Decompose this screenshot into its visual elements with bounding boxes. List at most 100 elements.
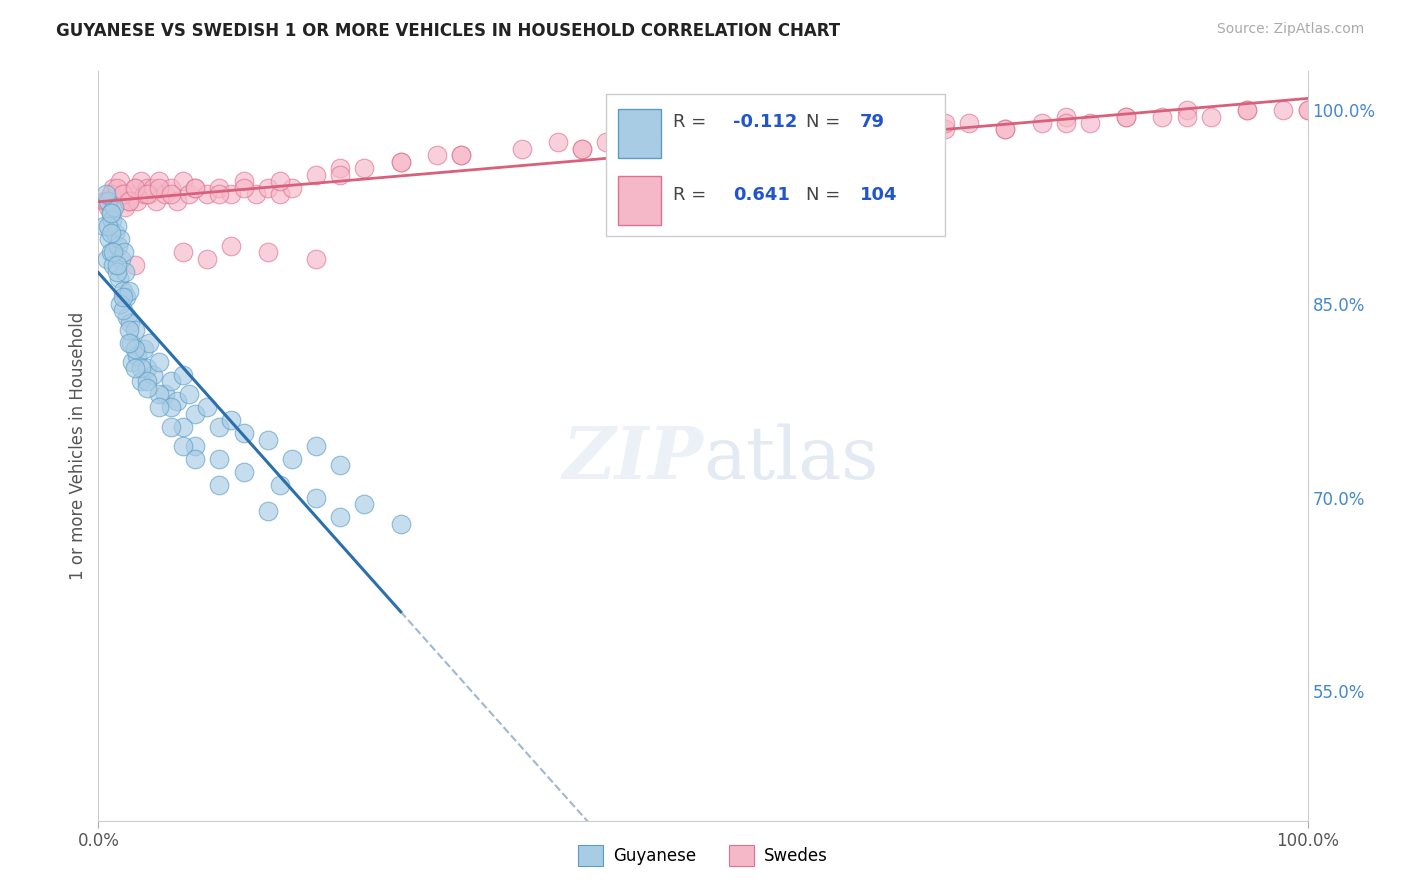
Point <box>668 128 690 143</box>
Point <box>692 128 714 143</box>
Point <box>166 194 188 208</box>
Point <box>134 342 156 356</box>
Point <box>127 349 149 363</box>
Legend: Guyanese, Swedes: Guyanese, Swedes <box>571 838 835 872</box>
Point <box>93 219 115 234</box>
Point <box>160 401 183 415</box>
Point <box>221 239 243 253</box>
Point <box>389 516 412 531</box>
Point <box>934 122 956 136</box>
Point <box>571 142 593 156</box>
Point <box>184 451 207 466</box>
Point <box>184 180 207 194</box>
Point <box>124 180 146 194</box>
Point <box>245 187 267 202</box>
Text: R =: R = <box>672 113 711 131</box>
Point <box>1236 103 1258 117</box>
Point <box>305 252 328 266</box>
Point <box>160 187 183 202</box>
Point <box>121 355 143 369</box>
Point <box>692 136 714 150</box>
Point <box>450 148 472 162</box>
Point <box>221 413 243 427</box>
Point <box>153 187 176 202</box>
Point <box>1152 110 1174 124</box>
Point <box>389 154 412 169</box>
Point <box>110 252 132 266</box>
Point <box>104 226 127 240</box>
Text: N =: N = <box>806 186 846 204</box>
Point <box>269 174 291 188</box>
Point <box>138 187 160 202</box>
Point <box>107 239 129 253</box>
Point <box>426 148 449 162</box>
Point <box>752 136 775 150</box>
Point <box>148 180 170 194</box>
Text: R =: R = <box>672 186 711 204</box>
Text: -0.112: -0.112 <box>734 113 797 131</box>
Point <box>108 271 131 285</box>
Point <box>148 355 170 369</box>
Point <box>105 258 128 272</box>
Point <box>329 168 352 182</box>
Point <box>873 122 896 136</box>
Point <box>100 213 122 227</box>
Point <box>195 187 218 202</box>
Point <box>910 122 932 136</box>
Point <box>124 323 146 337</box>
Text: atlas: atlas <box>703 424 879 494</box>
Point <box>934 116 956 130</box>
Point <box>94 194 117 208</box>
Point <box>1054 110 1077 124</box>
Point <box>105 219 128 234</box>
Y-axis label: 1 or more Vehicles in Household: 1 or more Vehicles in Household <box>69 312 87 580</box>
Point <box>994 122 1017 136</box>
Point <box>111 303 134 318</box>
Point <box>118 194 141 208</box>
Point <box>813 128 835 143</box>
Point <box>232 465 254 479</box>
Point <box>450 148 472 162</box>
Point <box>100 206 122 220</box>
Point <box>1115 110 1137 124</box>
Point <box>103 200 125 214</box>
Point <box>269 477 291 491</box>
Point <box>1054 116 1077 130</box>
Point <box>101 245 124 260</box>
Point <box>129 375 152 389</box>
Point <box>232 174 254 188</box>
Point <box>269 187 291 202</box>
Point <box>108 297 131 311</box>
Point <box>118 194 141 208</box>
Point <box>353 161 375 176</box>
Point <box>1296 103 1319 117</box>
Point <box>752 136 775 150</box>
Point <box>114 200 136 214</box>
Text: Source: ZipAtlas.com: Source: ZipAtlas.com <box>1216 22 1364 37</box>
Point <box>837 122 859 136</box>
Point <box>108 174 131 188</box>
Point <box>118 284 141 298</box>
Point <box>256 180 278 194</box>
Point <box>124 342 146 356</box>
Point <box>957 116 980 130</box>
Point <box>1078 116 1101 130</box>
Point <box>127 194 149 208</box>
Text: ZIP: ZIP <box>562 424 703 494</box>
Point <box>97 194 120 208</box>
Point <box>305 168 328 182</box>
Point <box>184 407 207 421</box>
Bar <box>619 177 661 225</box>
Point <box>789 128 811 143</box>
Point <box>813 128 835 143</box>
Point <box>994 122 1017 136</box>
Point <box>120 335 142 350</box>
Point <box>329 458 352 473</box>
Point <box>124 361 146 376</box>
Point <box>97 200 120 214</box>
Point <box>96 252 118 266</box>
Point <box>195 401 218 415</box>
Point <box>232 180 254 194</box>
Point <box>1296 103 1319 117</box>
Point <box>117 310 139 324</box>
